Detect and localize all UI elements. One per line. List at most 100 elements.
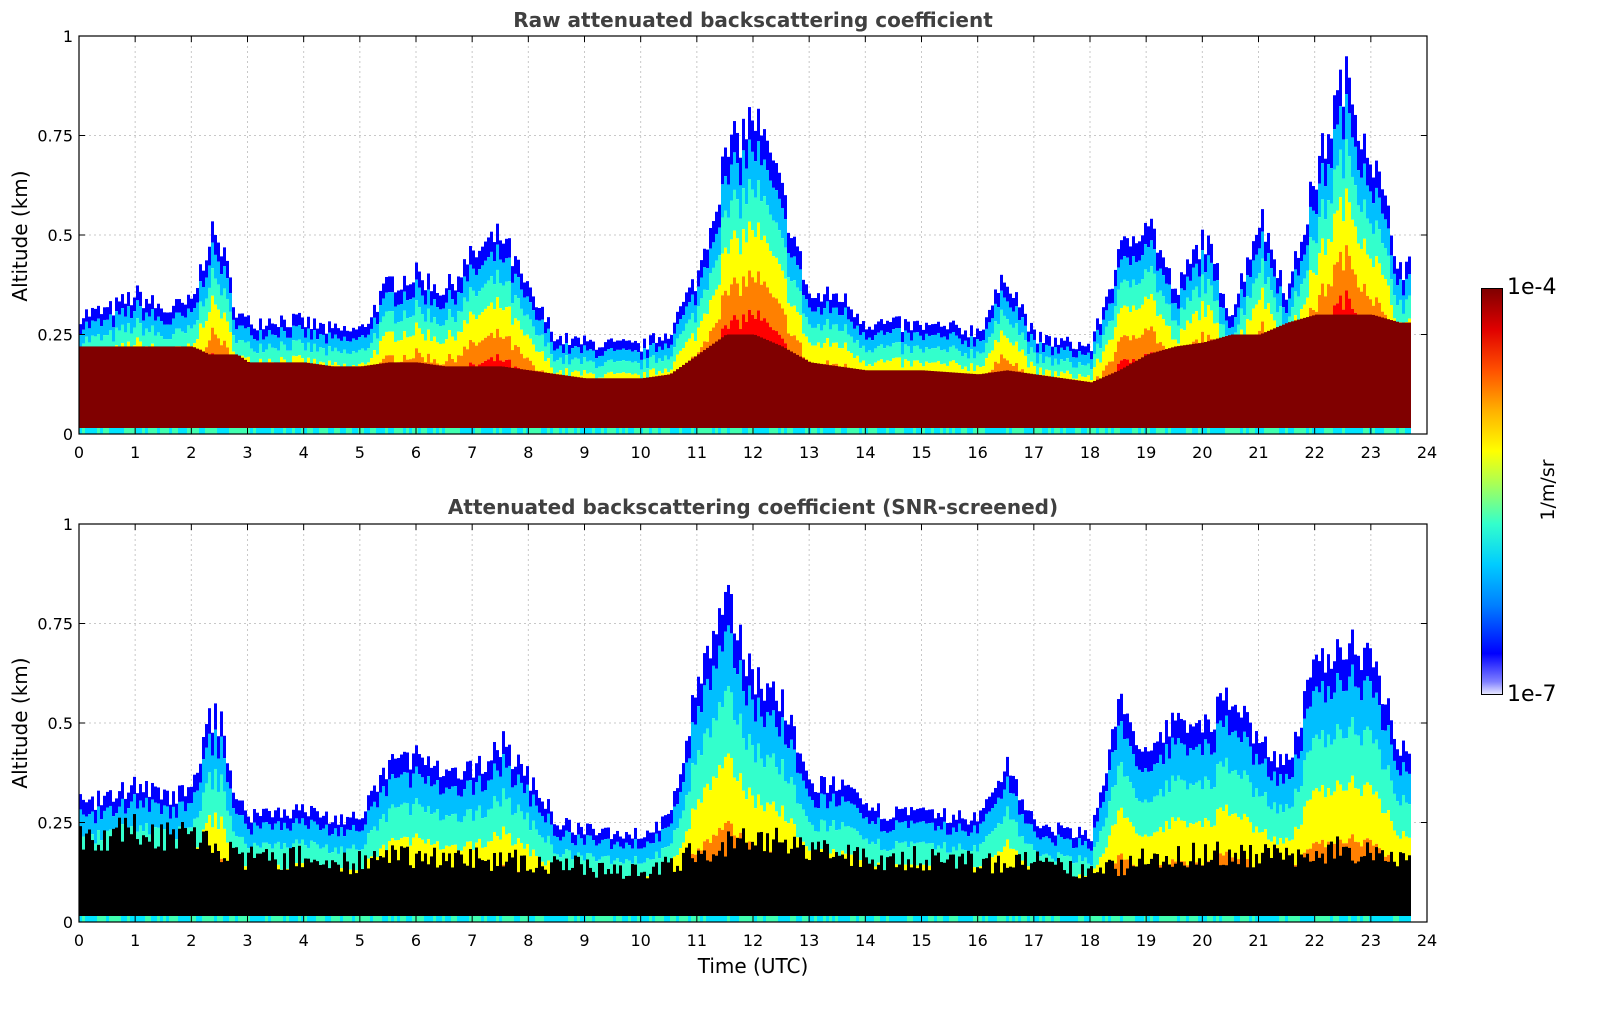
heatmap-core-cell bbox=[655, 376, 658, 430]
surface-cell bbox=[334, 428, 337, 434]
heatmap-cell bbox=[1324, 219, 1327, 256]
heatmap-cell bbox=[1132, 236, 1135, 257]
heatmap-core-cell bbox=[307, 362, 310, 430]
heatmap-cell bbox=[673, 333, 676, 348]
heatmap-cell bbox=[730, 239, 733, 285]
surface-cell bbox=[442, 428, 445, 434]
heatmap-cell bbox=[181, 315, 184, 332]
heatmap-cell bbox=[190, 312, 193, 329]
surface-cell bbox=[1276, 428, 1279, 434]
surface-cell bbox=[328, 916, 331, 922]
heatmap-core-cell bbox=[850, 368, 853, 430]
heatmap-cell bbox=[763, 159, 766, 197]
surface-cell bbox=[475, 428, 478, 434]
heatmap-cell bbox=[415, 279, 418, 301]
heatmap-cell bbox=[412, 282, 415, 298]
heatmap-cell bbox=[241, 836, 244, 862]
heatmap-cell bbox=[370, 806, 373, 831]
heatmap-cell bbox=[1093, 341, 1096, 354]
surface-cell bbox=[244, 916, 247, 922]
heatmap-cell bbox=[919, 335, 922, 349]
heatmap-cell bbox=[1306, 297, 1309, 330]
heatmap-core-cell bbox=[79, 346, 82, 430]
surface-cell bbox=[613, 428, 616, 434]
heatmap-cell bbox=[763, 129, 766, 160]
heatmap-core-cell bbox=[640, 378, 643, 430]
heatmap-core-cell bbox=[334, 366, 337, 430]
heatmap-core-cell bbox=[1303, 317, 1306, 430]
heatmap-cell bbox=[1381, 243, 1384, 275]
heatmap-core-cell bbox=[1099, 378, 1102, 430]
heatmap-cell bbox=[955, 324, 958, 336]
heatmap-cell bbox=[1195, 311, 1198, 340]
heatmap-cell bbox=[244, 328, 247, 343]
heatmap-cell bbox=[496, 297, 499, 329]
heatmap-cell bbox=[697, 327, 700, 353]
heatmap-cell bbox=[787, 303, 790, 334]
heatmap-cell bbox=[1333, 129, 1336, 170]
surface-cell bbox=[1207, 428, 1210, 434]
surface-cell bbox=[532, 428, 535, 434]
heatmap-cell bbox=[166, 790, 169, 807]
heatmap-core-cell bbox=[652, 376, 655, 430]
heatmap-cell bbox=[643, 359, 646, 373]
heatmap-core-cell bbox=[928, 370, 931, 430]
heatmap-columns bbox=[79, 584, 1411, 922]
surface-cell bbox=[1120, 428, 1123, 434]
heatmap-cell bbox=[373, 304, 376, 318]
surface-cell bbox=[772, 428, 775, 434]
heatmap-cell bbox=[1273, 297, 1276, 321]
surface-cell bbox=[1081, 428, 1084, 434]
heatmap-core-cell bbox=[631, 378, 634, 430]
heatmap-cell bbox=[1114, 327, 1117, 352]
heatmap-cell bbox=[1249, 259, 1252, 278]
screened-cell bbox=[214, 843, 217, 922]
heatmap-cell bbox=[268, 330, 271, 344]
heatmap-cell bbox=[1396, 285, 1399, 306]
heatmap-cell bbox=[1252, 241, 1255, 261]
heatmap-core-cell bbox=[127, 346, 130, 430]
heatmap-cell bbox=[754, 236, 757, 283]
heatmap-cell bbox=[886, 320, 889, 333]
heatmap-cell bbox=[313, 343, 316, 359]
heatmap-cell bbox=[187, 294, 190, 309]
heatmap-cell bbox=[925, 333, 928, 348]
heatmap-cell bbox=[166, 312, 169, 325]
heatmap-cell bbox=[625, 361, 628, 374]
heatmap-cell bbox=[202, 270, 205, 288]
heatmap-cell bbox=[1357, 287, 1360, 323]
heatmap-cell bbox=[541, 351, 544, 371]
heatmap-cell bbox=[811, 311, 814, 328]
heatmap-core-cell bbox=[1348, 314, 1351, 430]
x-tick-label: 4 bbox=[299, 443, 309, 462]
surface-cell bbox=[988, 428, 991, 434]
heatmap-cell bbox=[1006, 301, 1009, 320]
heatmap-cell bbox=[472, 314, 475, 343]
heatmap-core-cell bbox=[448, 366, 451, 430]
screened-cell bbox=[181, 822, 184, 922]
heatmap-cell bbox=[556, 348, 559, 361]
heatmap-cell bbox=[1159, 290, 1162, 315]
heatmap-cell bbox=[124, 332, 127, 350]
heatmap-cell bbox=[808, 342, 811, 364]
surface-cell bbox=[1252, 428, 1255, 434]
surface-cell bbox=[1216, 428, 1219, 434]
surface-cell bbox=[508, 428, 511, 434]
surface-cell bbox=[466, 428, 469, 434]
heatmap-cell bbox=[94, 336, 97, 353]
heatmap-cell bbox=[1360, 149, 1363, 178]
heatmap-cell bbox=[763, 235, 766, 282]
heatmap-cell bbox=[1180, 328, 1183, 354]
heatmap-core-cell bbox=[1129, 364, 1132, 430]
heatmap-cell bbox=[283, 331, 286, 345]
heatmap-columns bbox=[79, 56, 1411, 434]
heatmap-cell bbox=[664, 343, 667, 356]
heatmap-core-cell bbox=[106, 346, 109, 430]
heatmap-core-cell bbox=[763, 338, 766, 430]
heatmap-cell bbox=[898, 342, 901, 358]
heatmap-cell bbox=[463, 297, 466, 321]
heatmap-cell bbox=[1147, 330, 1150, 356]
surface-cell bbox=[607, 428, 610, 434]
surface-cell bbox=[400, 428, 403, 434]
heatmap-cell bbox=[1132, 305, 1135, 336]
